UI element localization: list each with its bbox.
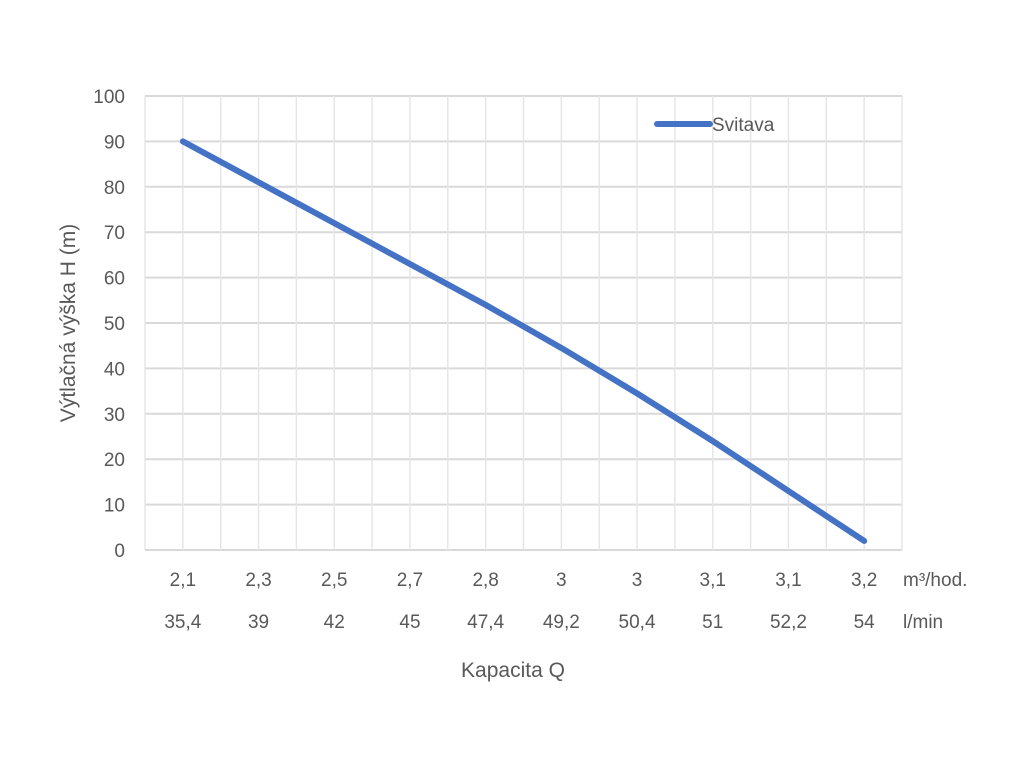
x-tick-label-row2: 45 [399, 612, 420, 633]
x-tick-label-row2: 54 [854, 612, 876, 633]
x-tick-label-row2: 39 [248, 612, 269, 633]
x-tick-label-row2: 35,4 [164, 612, 201, 633]
x-tick-label-row1: 2,5 [321, 570, 347, 591]
y-tick-label: 20 [104, 450, 125, 471]
y-tick-label: 30 [104, 405, 125, 426]
x-tick-label-row2: 52,2 [770, 612, 807, 633]
y-tick-label: 90 [104, 132, 125, 153]
series-layer [179, 138, 868, 544]
x-tick-label-row1: 2,1 [170, 570, 196, 591]
y-tick-label: 50 [104, 314, 125, 335]
series-line-svitava [179, 138, 868, 544]
grid [144, 95, 903, 551]
y-tick-label: 60 [104, 269, 125, 290]
y-tick-label: 70 [104, 223, 125, 244]
x-tick-label-row1: 3,1 [700, 570, 726, 591]
y-axis-ticks: 0 10 20 30 40 50 60 70 80 90 100 [93, 87, 125, 562]
x-unit-row2: l/min [903, 612, 943, 633]
x-axis-title: Kapacita Q [461, 659, 565, 682]
y-tick-label: 10 [104, 496, 125, 517]
legend: Svitava [654, 115, 775, 136]
x-tick-label-row1: 2,7 [397, 570, 423, 591]
x-tick-label-row2: 47,4 [467, 612, 504, 633]
y-tick-label: 80 [104, 178, 125, 199]
x-tick-label-row1: 2,8 [472, 570, 498, 591]
x-axis-ticks: 2,1 2,3 2,5 2,7 2,8 3 3 3,1 3,1 3,2 35,4 39 42 45 47,4… [164, 570, 877, 633]
x-tick-label-row1: 2,3 [245, 570, 271, 591]
legend-label: Svitava [712, 115, 775, 136]
x-tick-label-row1: 3 [632, 570, 643, 591]
x-tick-label-row2: 51 [702, 612, 723, 633]
x-tick-label-row1: 3,1 [775, 570, 801, 591]
y-tick-label: 40 [104, 359, 125, 380]
y-axis-title: Výtlačná výška H (m) [57, 224, 80, 422]
x-tick-label-row1: 3 [556, 570, 567, 591]
x-unit-row1: m³/hod. [903, 570, 967, 591]
x-tick-label-row2: 42 [324, 612, 345, 633]
y-tick-label: 0 [114, 541, 125, 562]
x-tick-label-row2: 50,4 [619, 612, 656, 633]
y-tick-label: 100 [93, 87, 125, 108]
x-tick-label-row2: 49,2 [543, 612, 580, 633]
x-tick-label-row1: 3,2 [851, 570, 877, 591]
